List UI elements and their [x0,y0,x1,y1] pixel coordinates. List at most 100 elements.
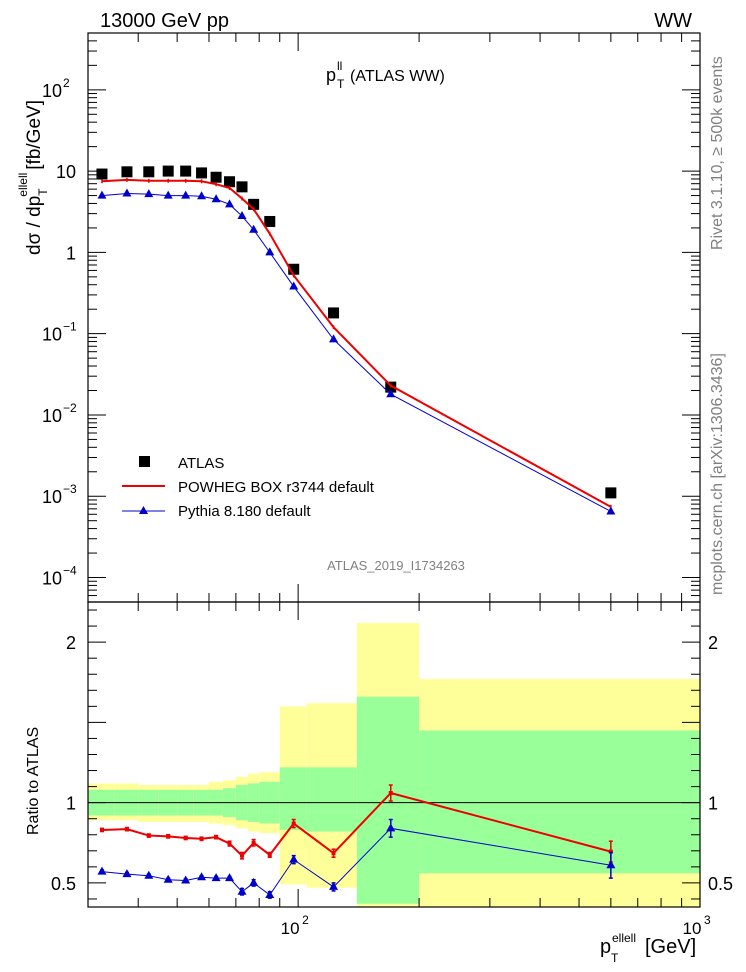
plot-title: p ll T (ATLAS WW) [326,59,445,91]
legend-powheg: POWHEG BOX r3744 default [122,479,375,496]
atlas-data-point [248,198,260,210]
y-tick-exp: 2 [63,76,70,90]
energy-label: 13000 GeV pp [100,10,229,32]
pythia-point [97,190,107,199]
band-stat-bin [419,730,700,874]
x-tick-label: 10 2 [281,913,309,938]
main-plot [96,165,617,515]
analysis-id: ATLAS_2019_I1734263 [327,558,465,573]
atlas-data-point [288,263,300,275]
y-tick-label: 10 2 [42,76,70,101]
ratio-pythia-point [329,881,339,890]
atlas-data-point [196,167,208,179]
y-tick-exp: −2 [63,401,77,415]
pythia-point [265,247,275,256]
band-stat-bin [306,767,357,832]
y-tick-label: 10 −2 [42,401,77,426]
title-rest: (ATLAS WW) [350,68,445,85]
pythia-point [122,188,132,197]
ratio-plot [97,784,616,899]
atlas-data-point [236,181,248,193]
ratio-powheg-point [291,821,296,826]
rivet-label: Rivet 3.1.10, ≥ 500k events [709,56,726,250]
ratio-pythia-point [181,875,191,884]
atlas-data-point [328,307,340,319]
y-tick-exp: −4 [63,564,77,578]
svg-text:dσ / dpTellell[fb/GeV]: dσ / dpTellell[fb/GeV] [16,100,50,255]
legend: ATLAS POWHEG BOX r3744 default Pythia 8.… [122,455,375,520]
ratio-pythia-point [211,873,221,882]
legend-atlas-label: ATLAS [178,455,224,472]
x-tick-exp: 3 [704,913,711,927]
band-stat-bin [356,696,420,904]
ratio-powheg-point [251,840,256,845]
ratio-powheg-point [146,833,151,838]
ratio-powheg-point [388,791,393,796]
svg-text:[GeV]: [GeV] [645,936,696,958]
pythia-point [237,211,247,220]
ratio-pythia-point [122,869,132,878]
legend-powheg-label: POWHEG BOX r3744 default [178,479,375,496]
title-sup: ll [337,59,342,73]
title-main: p [326,65,336,85]
pythia-point [197,191,207,200]
pythia-point [386,389,396,398]
pythia-point [163,190,173,199]
pythia-point [249,224,259,233]
y-tick-exp: −1 [63,320,77,334]
pythia-point [329,334,339,343]
pythia-point [606,506,616,515]
ratio-pythia-point [289,854,299,863]
y-tick-label: 10 −1 [42,320,77,345]
pythia-point [181,190,191,199]
x-tick-base: 10 [281,919,300,938]
legend-pythia-label: Pythia 8.180 default [178,503,311,520]
ratio-pythia-point [163,874,173,883]
y-tick-base: 10 [42,325,62,345]
ratio-y-tick-label-right: 2 [708,633,718,653]
ratio-pythia-point [144,870,154,879]
y-tick-base: 10 [42,81,62,101]
y-tick-base: 10 [42,487,62,507]
ratio-powheg-point [124,827,129,832]
ratio-powheg-point [240,853,245,858]
ratio-pythia-point [386,823,396,832]
atlas-data-point [162,165,174,177]
ratio-ylabel: Ratio to ATLAS [25,727,42,835]
pythia-point [211,194,221,203]
ratio-y-tick-label-right: 0.5 [708,874,733,894]
pythia-point [289,281,299,290]
atlas-data-point [264,215,276,227]
x-tick-exp: 2 [302,913,309,927]
title-sub: T [337,77,345,91]
ratio-powheg-point [199,836,204,841]
ratio-pythia-point [225,873,235,882]
ratio-powheg-point [183,835,188,840]
svg-text:p: p [600,936,611,958]
ratio-powheg-point [166,834,171,839]
legend-pythia-marker [139,506,148,514]
atlas-data-point [121,166,133,178]
legend-atlas-marker [139,456,150,467]
legend-pythia: Pythia 8.180 default [122,503,311,520]
ratio-pythia-point [97,866,107,875]
pythia-point [225,199,235,208]
y-tick-exp: −3 [63,482,77,496]
ratio-pythia-point [237,886,247,895]
y-tick-base: 10 [56,162,76,182]
atlas-data-point [143,166,155,178]
ratio-pythia-point [249,877,259,886]
ratio-powheg-point [99,827,104,832]
ratio-y-tick-label: 2 [66,633,76,653]
y-tick-base: 10 [42,406,62,426]
y-tick-label: 1 [66,243,76,263]
legend-atlas: ATLAS [139,455,224,472]
pythia-point [144,189,154,198]
ratio-pythia-point [606,860,616,869]
ratio-y-tick-label-right: 1 [708,794,718,814]
x-tick-base: 10 [683,919,702,938]
atlas-data-point [180,165,192,177]
atlas-data-point [224,176,236,188]
